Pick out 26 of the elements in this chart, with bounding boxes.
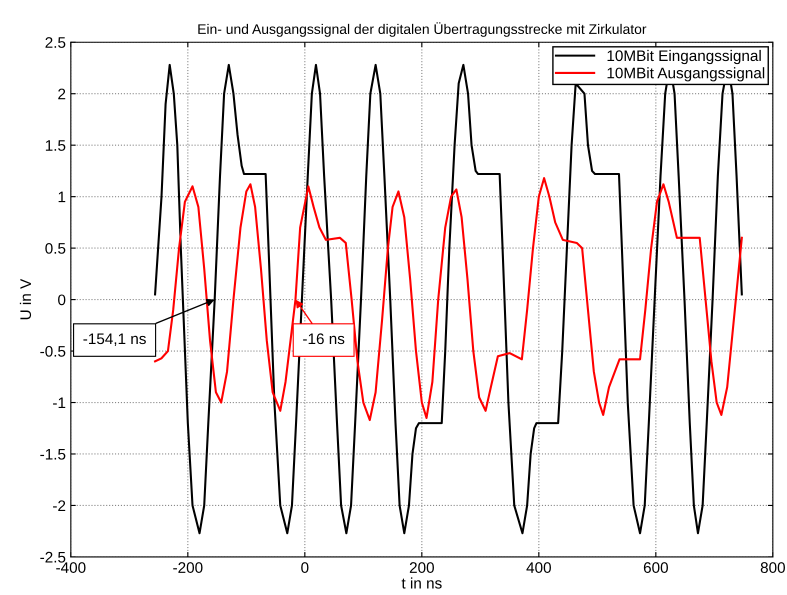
x-axis-title: t in ns [402,577,442,589]
y-tick-label: -0.5 [40,346,66,357]
x-tick-label: -200 [173,562,203,574]
x-tick-label: 600 [644,562,668,574]
y-tick-label: -2.5 [40,552,66,563]
y-tick-label: 0.5 [45,242,66,254]
line-series [154,177,743,422]
y-tick-label: -2 [53,500,66,511]
y-tick-label: -1 [53,398,66,408]
legend-label: 10MBit Ausgangssignal [608,67,764,82]
chart-title: Ein- und Ausgangssignal der digitalen Übertragungsstrecke mit Zirkulator [198,22,646,37]
legend-label: 10MBit Eingangssignal [608,50,761,64]
x-tick-label: 800 [760,562,785,574]
x-tick-label: 200 [410,562,434,574]
y-tick-label: 0 [58,294,66,306]
y-tick-label: 2 [58,88,66,100]
y-axis-title: U in V [20,278,32,320]
y-tick-label: 1 [58,192,66,202]
y-tick-label: 1.5 [46,140,66,151]
x-tick-label: 0 [301,562,308,574]
annotation: -16 ns [303,333,344,344]
x-tick-label: 400 [526,562,551,574]
x-tick-label: -400 [56,562,86,574]
y-tick-label: -1.5 [40,449,66,460]
y-tick-label: 2.5 [46,37,66,48]
annotation: -154,1 ns [83,334,146,346]
